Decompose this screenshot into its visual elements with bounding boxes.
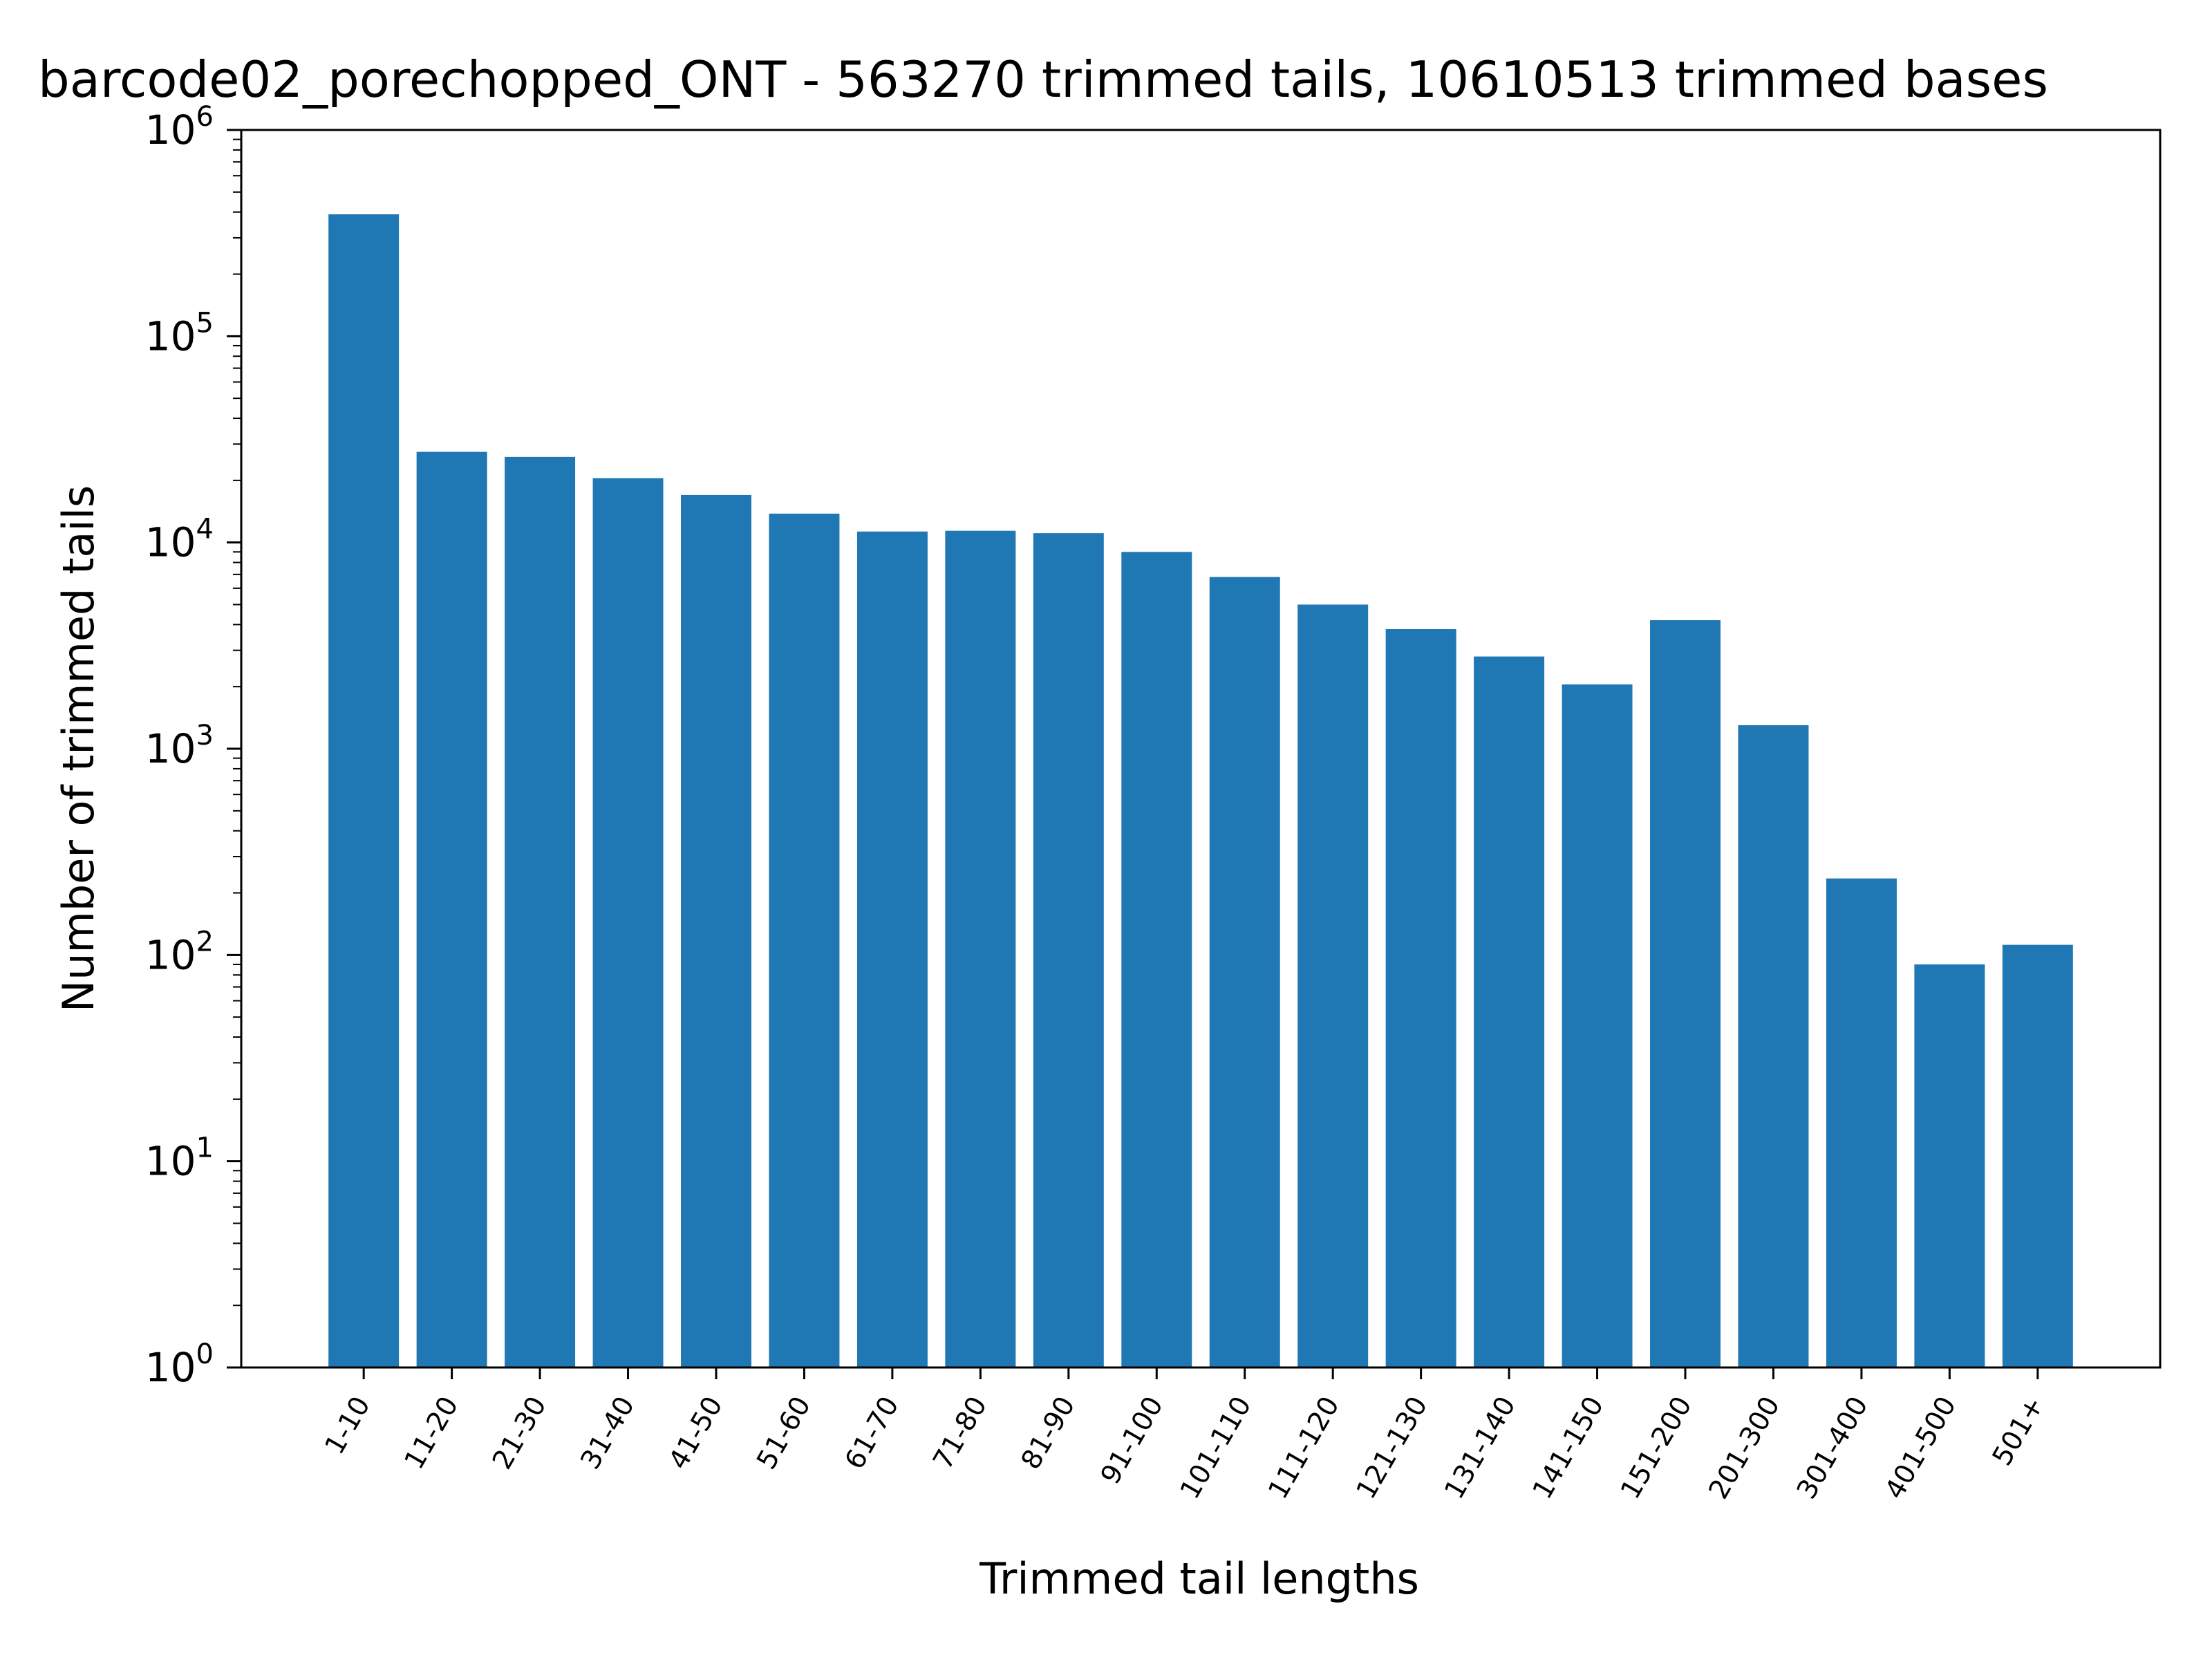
bar-121-130 [1385,629,1456,1367]
y-tick-label: 100 [145,1338,214,1391]
y-tick-label: 104 [145,514,214,566]
bars-group [328,214,2073,1368]
bar-1-10 [328,214,400,1367]
y-tick-label: 103 [145,720,214,772]
x-axis-label: Trimmed tail lengths [979,1553,1419,1604]
bar-151-200 [1650,620,1721,1367]
y-tick-label: 101 [145,1132,214,1185]
bar-401-500 [1914,964,1985,1367]
y-ticks: 100 101 102 103 104 105 106 [145,101,241,1391]
bar-111-120 [1297,604,1369,1367]
bar-201-300 [1738,725,1809,1367]
bar-11-20 [416,451,487,1367]
y-axis-label: Number of trimmed tails [53,485,104,1012]
bar-41-50 [681,494,751,1368]
bar-61-70 [856,531,928,1367]
y-tick-label: 106 [145,101,214,153]
bar-81-90 [1033,533,1104,1367]
bar-31-40 [592,478,664,1368]
bar-51-60 [769,513,840,1368]
bar-71-80 [945,530,1016,1368]
chart-title: barcode02_porechopped_ONT - 563270 trimm… [38,50,2048,109]
y-tick-label: 105 [145,307,214,360]
plot-frame [240,129,2162,1369]
bar-21-30 [505,456,576,1367]
y-minor-ticks [233,138,241,1307]
bar-131-140 [1474,656,1545,1367]
bar-501+ [2002,944,2073,1367]
bar-91-100 [1121,552,1192,1367]
y-tick-label: 102 [145,926,214,978]
bar-301-400 [1826,878,1897,1367]
bar-101-110 [1209,577,1280,1367]
bar-141-150 [1562,684,1633,1367]
